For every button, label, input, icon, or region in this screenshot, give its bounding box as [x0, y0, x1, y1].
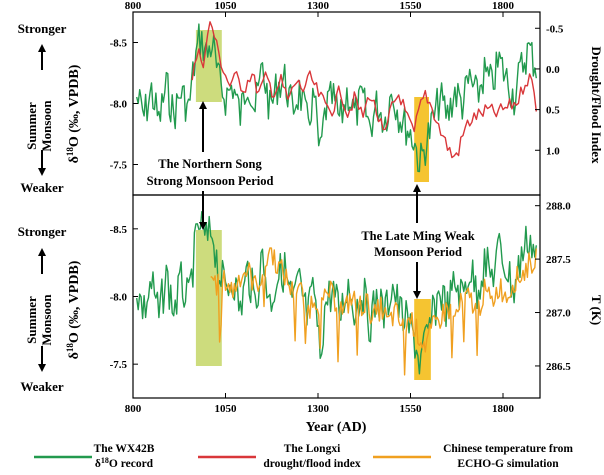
x-axis-label: Year (AD): [306, 420, 367, 435]
legend-longxi-line2: drought/flood index: [263, 458, 360, 470]
legend: The WX42B δ18O record The Longxi drought…: [34, 443, 573, 470]
bottom-left-tick-1: -8.0: [110, 292, 128, 304]
bottom-x-tick-1300: 1300: [307, 403, 330, 415]
top-left-tick-0: -8.5: [110, 38, 128, 50]
top-series: [136, 21, 537, 173]
bottom-summer-label: Summer: [24, 296, 39, 344]
bottom-left-tick-2: -7.5: [110, 359, 128, 371]
top-right-tick-0: -0.5: [546, 23, 564, 35]
top-x-tick-1800: 1800: [492, 0, 515, 12]
bottom-weaker-label: Weaker: [20, 379, 64, 394]
bottom-right-tick-1: 287.0: [546, 308, 571, 320]
legend-item-echo-g: Chinese temperature from ECHO-G simulati…: [373, 443, 573, 470]
bottom-panel: 800 1050 1300 1550 1800 -8.5-8.0-7.5 286.528…: [18, 194, 604, 435]
top-stronger-label: Stronger: [18, 21, 67, 36]
bottom-side-labels: Stronger Summer Monsoon Weaker: [18, 224, 67, 394]
bottom-left-ticks: -8.5 -8.0 -7.5: [110, 224, 138, 371]
top-left-tick-1: -8.0: [110, 99, 128, 111]
song-label-line1: The Northern Song: [158, 157, 262, 171]
top-left-axis-label: δ18O (‰, VPDB): [65, 64, 82, 163]
ming-label-line1: The Late Ming Weak: [361, 229, 474, 243]
top-weaker-label: Weaker: [20, 180, 64, 195]
song-label-line2: Strong Monsoon Period: [147, 174, 274, 188]
bottom-monsoon-label: Monsoon: [39, 294, 54, 346]
ming-label-line2: Monsoon Period: [374, 245, 462, 259]
top-series-1: [191, 21, 537, 159]
top-right-tick-2: 0.5: [546, 105, 560, 117]
legend-wx42b-line2: δ18O record: [95, 456, 154, 470]
bottom-x-tick-800: 800: [125, 403, 142, 415]
legend-echo-g-line2: ECHO-G simulation: [457, 458, 559, 470]
annotation-late-ming: The Late Ming Weak Monsoon Period: [361, 184, 475, 299]
legend-item-wx42b: The WX42B δ18O record: [34, 443, 155, 470]
legend-wx42b-line1: The WX42B: [94, 443, 155, 455]
legend-longxi-line1: The Longxi: [284, 443, 341, 455]
bottom-left-axis-label: δ18O (‰, VPDB): [65, 260, 82, 359]
top-right-ticks: -0.5 0.0 0.5 1.0: [535, 23, 564, 157]
top-right-axis-label: Drought/Flood Index: [589, 46, 604, 164]
bottom-x-ticks: 800 1050 1300 1550 1800: [125, 393, 515, 415]
top-x-tick-800: 800: [125, 0, 142, 12]
top-right-tick-3: 1.0: [546, 145, 560, 157]
bottom-right-axis-label: T (K): [589, 295, 604, 325]
bottom-right-tick-3: 288.0: [546, 201, 571, 213]
top-x-tick-1050: 1050: [215, 0, 238, 12]
top-right-tick-1: 0.0: [546, 64, 560, 76]
annotation-northern-song: The Northern Song Strong Monsoon Period: [147, 101, 274, 230]
bottom-stronger-label: Stronger: [18, 224, 67, 239]
top-x-tick-1550: 1550: [400, 0, 423, 12]
bottom-shaded-period-0: [195, 230, 222, 366]
bottom-x-tick-1800: 1800: [492, 403, 515, 415]
bottom-right-tick-0: 286.5: [546, 361, 571, 373]
top-x-ticks: 800 1050 1300 1550 1800: [125, 0, 515, 17]
top-x-tick-1300: 1300: [307, 0, 330, 12]
top-left-ticks: -8.5 -8.0 -7.5: [110, 38, 138, 172]
legend-echo-g-line1: Chinese temperature from: [443, 443, 573, 455]
top-summer-label: Summer: [24, 102, 39, 150]
bottom-left-tick-0: -8.5: [110, 224, 128, 236]
top-side-labels: Stronger Summer Monsoon Weaker: [18, 21, 67, 195]
top-panel: 800 1050 1300 1550 1800 -8.5 -8.0 -7.5 -0.5 0.0…: [18, 0, 604, 196]
legend-item-longxi: The Longxi drought/flood index: [198, 443, 361, 470]
top-left-tick-2: -7.5: [110, 160, 128, 172]
bottom-x-tick-1550: 1550: [400, 403, 423, 415]
bottom-right-tick-2: 287.5: [546, 254, 571, 266]
bottom-series-1: [210, 247, 537, 376]
top-monsoon-label: Monsoon: [39, 100, 54, 152]
bottom-x-tick-1050: 1050: [215, 403, 238, 415]
bottom-right-ticks: 286.5 287.0 287.5 288.0: [535, 201, 571, 373]
